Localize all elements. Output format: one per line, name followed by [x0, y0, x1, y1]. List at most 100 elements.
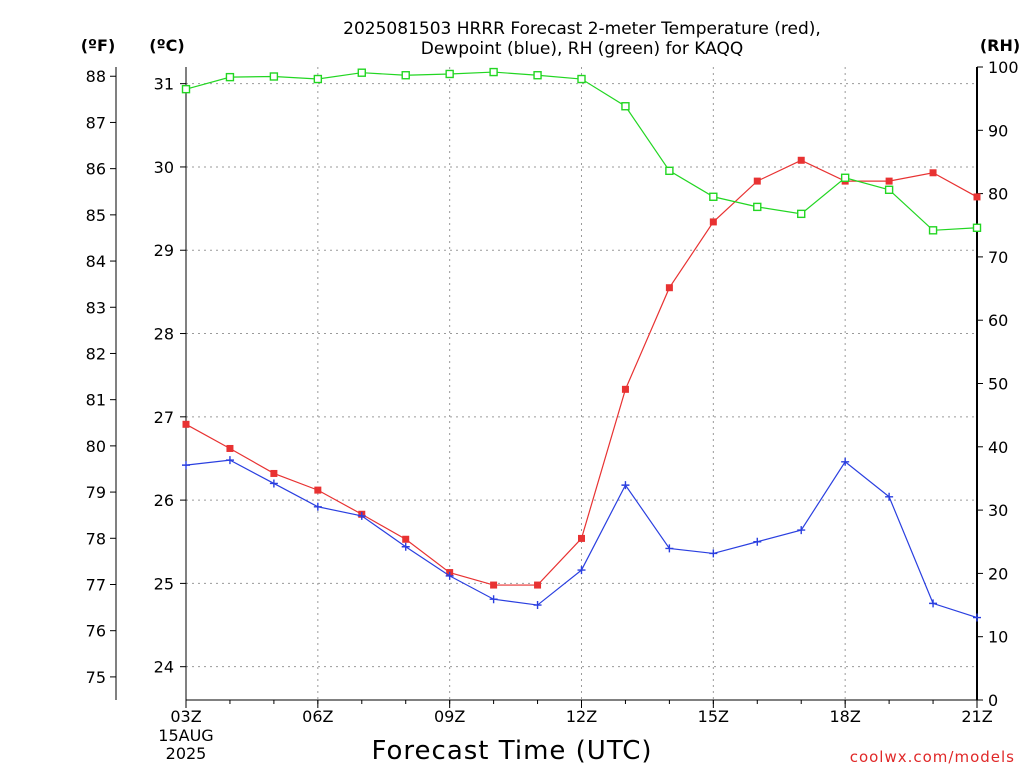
rh-point — [840, 173, 850, 182]
celsius-tick-label: 25 — [154, 574, 174, 593]
x-tick-label: 15Z — [698, 707, 729, 726]
temperature-point — [885, 177, 893, 185]
rh-tick-label: 100 — [988, 58, 1019, 77]
rh-point — [928, 226, 938, 235]
dewpoint-point — [269, 479, 278, 488]
dewpoint-point — [225, 456, 234, 465]
rh-point — [621, 102, 630, 111]
fahrenheit-tick-label: 86 — [86, 160, 106, 179]
rh-point — [753, 202, 762, 212]
temperature-point — [709, 218, 717, 226]
temperature-point — [402, 535, 410, 543]
dewpoint-point — [753, 537, 762, 546]
dewpoint-point — [489, 595, 498, 604]
temperature-point — [621, 385, 629, 393]
rh-tick-label: 40 — [988, 438, 1008, 457]
fahrenheit-tick-label: 82 — [86, 344, 106, 363]
rh-point — [357, 68, 366, 77]
fahrenheit-tick-label: 75 — [86, 668, 106, 687]
axis-labels: 75 76 77 78 79 80 81 82 83 84 85 86 87 88 24 25 26 27 28 29… — [86, 58, 1019, 726]
x-tick-label: 09Z — [434, 707, 465, 726]
series-lines — [181, 67, 982, 622]
fahrenheit-tick-label: 81 — [86, 391, 106, 410]
celsius-tick-label: 28 — [154, 325, 174, 344]
rh-point — [313, 74, 323, 84]
dewpoint-point — [665, 544, 674, 553]
x-tick-label: 21Z — [961, 707, 992, 726]
rh-tick-label: 0 — [988, 691, 998, 710]
dewpoint-point — [621, 481, 630, 490]
temperature-point — [226, 444, 234, 452]
temperature-point — [490, 581, 498, 589]
chart-title-line1: 2025081503 HRRR Forecast 2-meter Tempera… — [343, 19, 821, 39]
rh-point — [884, 185, 894, 195]
x-date-day: 15AUG — [158, 726, 213, 745]
x-date-year: 2025 — [166, 744, 207, 763]
rh-unit-label: (RH) — [980, 36, 1020, 55]
dewpoint-point — [182, 461, 190, 470]
rh-point — [269, 72, 279, 81]
rh-tick-label: 80 — [988, 185, 1008, 204]
dewpoint-point — [973, 613, 981, 622]
dewpoint-point — [709, 549, 718, 558]
fahrenheit-tick-label: 78 — [86, 529, 106, 548]
rh-point — [709, 192, 718, 201]
rh-point — [181, 84, 191, 94]
rh-point — [489, 67, 498, 77]
temperature-point — [929, 169, 937, 177]
temperature-point — [314, 486, 322, 494]
temperature-point — [534, 581, 542, 589]
rh-tick-label: 90 — [988, 121, 1008, 140]
fahrenheit-tick-label: 85 — [86, 206, 106, 225]
x-tick-label: 06Z — [302, 707, 333, 726]
fahrenheit-tick-label: 76 — [86, 622, 106, 641]
rh-point — [225, 72, 235, 82]
grid-lines — [186, 67, 977, 700]
dewpoint-point — [577, 566, 586, 575]
x-tick-label: 12Z — [566, 707, 597, 726]
temperature-point — [578, 534, 585, 542]
fahrenheit-unit-label: (ºF) — [81, 36, 116, 55]
dewpoint-point — [401, 542, 410, 551]
dewpoint-point — [841, 457, 850, 466]
rh-tick-label: 50 — [988, 375, 1008, 394]
dewpoint-point — [357, 511, 366, 520]
x-axis-title: Forecast Time (UTC) — [371, 736, 652, 766]
temperature-point — [665, 284, 673, 292]
celsius-tick-label: 29 — [154, 241, 174, 260]
fahrenheit-tick-label: 77 — [86, 575, 106, 594]
axes — [110, 66, 983, 708]
celsius-tick-label: 27 — [154, 408, 174, 427]
rh-point — [401, 71, 410, 80]
dewpoint-point — [533, 601, 542, 610]
temperature-point — [182, 420, 190, 428]
fahrenheit-tick-label: 84 — [86, 252, 106, 271]
rh-point — [533, 71, 542, 80]
dewpoint-point — [445, 571, 454, 580]
rh-point — [665, 166, 674, 176]
celsius-tick-label: 30 — [154, 158, 174, 177]
fahrenheit-tick-label: 83 — [86, 298, 106, 317]
rh-tick-label: 20 — [988, 564, 1008, 583]
credit-text: coolwx.com/models — [850, 748, 1015, 766]
fahrenheit-tick-label: 79 — [86, 483, 106, 502]
dewpoint-point — [797, 526, 806, 535]
celsius-tick-label: 31 — [154, 75, 174, 94]
x-tick-label: 18Z — [830, 707, 861, 726]
rh-tick-label: 60 — [988, 311, 1008, 330]
fahrenheit-tick-label: 87 — [86, 113, 106, 132]
dewpoint-point — [929, 599, 938, 608]
rh-tick-label: 10 — [988, 628, 1008, 647]
rh-tick-label: 70 — [988, 248, 1008, 267]
temperature-point — [270, 469, 278, 477]
fahrenheit-tick-label: 80 — [86, 437, 106, 456]
rh-point — [797, 209, 806, 219]
temperature-point — [753, 177, 761, 185]
celsius-tick-label: 24 — [154, 658, 174, 677]
x-tick-label: 03Z — [170, 707, 201, 726]
rh-tick-label: 30 — [988, 501, 1008, 520]
chart-title-line2: Dewpoint (blue), RH (green) for KAQQ — [421, 39, 744, 59]
fahrenheit-tick-label: 88 — [86, 67, 106, 86]
temperature-point — [973, 193, 981, 201]
